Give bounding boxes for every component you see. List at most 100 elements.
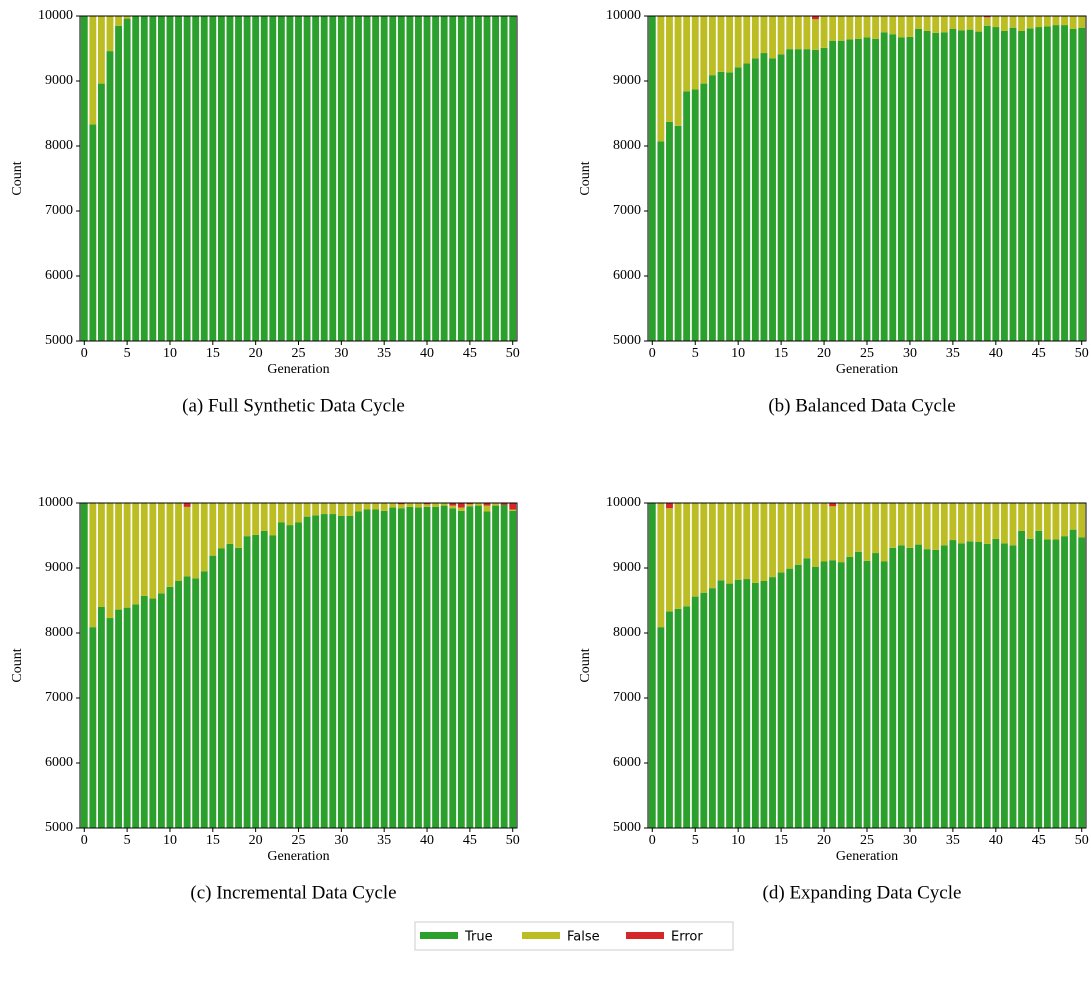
bar-segment bbox=[803, 558, 811, 828]
bar-segment bbox=[691, 596, 699, 828]
x-tick-label: 30 bbox=[903, 346, 917, 361]
x-tick-label: 50 bbox=[506, 346, 520, 361]
bar-segment bbox=[1052, 16, 1060, 26]
bar-segment bbox=[337, 16, 345, 341]
y-tick-label: 5000 bbox=[45, 820, 73, 835]
bar-segment bbox=[226, 503, 234, 544]
bar-segment bbox=[415, 16, 422, 341]
bar-segment bbox=[1009, 503, 1017, 546]
bar-segment bbox=[820, 16, 828, 48]
bar-segment bbox=[726, 583, 734, 828]
bar-segment bbox=[880, 503, 888, 562]
bar-segment bbox=[975, 503, 983, 542]
bar-segment bbox=[1035, 16, 1043, 28]
bar-segment bbox=[123, 503, 131, 608]
bar-segment bbox=[457, 507, 465, 511]
bar-segment bbox=[209, 16, 217, 341]
bar-segment bbox=[166, 503, 174, 587]
bar-segment bbox=[829, 16, 837, 41]
bar-segment bbox=[140, 595, 148, 828]
bar-segment bbox=[812, 503, 819, 567]
y-tick-label: 9000 bbox=[613, 73, 641, 88]
y-tick-label: 5000 bbox=[45, 333, 73, 348]
bar-segment bbox=[1052, 539, 1060, 828]
bar-segment bbox=[975, 31, 983, 341]
bar-segment bbox=[837, 503, 845, 563]
bar-segment bbox=[717, 71, 725, 342]
bar-segment bbox=[949, 29, 957, 341]
bar-segment bbox=[1018, 30, 1026, 341]
x-tick-label: 10 bbox=[163, 833, 177, 848]
bar-segment bbox=[666, 121, 673, 341]
bar-segment bbox=[1000, 30, 1008, 341]
bar-segment bbox=[123, 18, 131, 341]
y-tick-label: 7000 bbox=[45, 690, 73, 705]
x-axis-label: Generation bbox=[836, 849, 898, 864]
bar-segment bbox=[123, 16, 131, 19]
bar-segment bbox=[734, 579, 742, 828]
bar-segment bbox=[363, 16, 371, 341]
bar-segment bbox=[200, 503, 208, 572]
bar-segment bbox=[415, 507, 422, 828]
y-tick-label: 10000 bbox=[606, 8, 641, 23]
bar-segment bbox=[492, 505, 500, 828]
bar-segment bbox=[1026, 538, 1034, 828]
bar-segment bbox=[1035, 27, 1043, 342]
bar-segment bbox=[303, 516, 311, 828]
bar-segment bbox=[932, 503, 940, 550]
bar-segment bbox=[760, 503, 768, 581]
bar-segment bbox=[500, 16, 508, 341]
bar-segment bbox=[1052, 25, 1060, 341]
bar-segment bbox=[355, 511, 362, 828]
bar-segment bbox=[449, 16, 457, 341]
bar-segment bbox=[726, 16, 734, 73]
bar-segment bbox=[958, 30, 965, 342]
bar-segment bbox=[1009, 545, 1017, 828]
y-axis-label: Count bbox=[578, 648, 593, 682]
y-tick-label: 7000 bbox=[613, 690, 641, 705]
bar-segment bbox=[820, 503, 828, 562]
bar-segment bbox=[389, 503, 397, 508]
bar-segment bbox=[657, 141, 665, 341]
bar-segment bbox=[872, 16, 880, 39]
bar-segment bbox=[449, 505, 457, 509]
bar-segment bbox=[363, 509, 371, 828]
bar-segment bbox=[97, 607, 105, 828]
bar-segment bbox=[183, 506, 191, 577]
bar-segment bbox=[803, 16, 811, 50]
bar-segment bbox=[683, 16, 691, 92]
bar-segment bbox=[657, 627, 665, 828]
bar-segment bbox=[457, 503, 465, 508]
x-tick-label: 45 bbox=[1032, 833, 1046, 848]
bar-segment bbox=[829, 40, 837, 341]
x-tick-label: 40 bbox=[420, 833, 434, 848]
bar-segment bbox=[217, 16, 225, 341]
bar-segment bbox=[751, 503, 759, 583]
bar-segment bbox=[466, 16, 474, 341]
bar-segment bbox=[786, 568, 794, 828]
bar-segment bbox=[97, 16, 105, 84]
bar-segment bbox=[277, 16, 285, 341]
bar-segment bbox=[80, 16, 88, 341]
bar-segment bbox=[1078, 503, 1086, 538]
bar-segment bbox=[846, 503, 854, 557]
bar-segment bbox=[329, 16, 337, 341]
bar-segment bbox=[157, 593, 165, 828]
bar-segment bbox=[243, 503, 251, 537]
x-tick-label: 40 bbox=[989, 346, 1003, 361]
bar-segment bbox=[648, 503, 656, 828]
bar-segment bbox=[415, 503, 422, 508]
y-tick-label: 8000 bbox=[45, 138, 73, 153]
bar-segment bbox=[786, 503, 794, 569]
bar-segment bbox=[1069, 16, 1077, 29]
bar-segment bbox=[432, 16, 440, 341]
bar-segment bbox=[140, 503, 148, 596]
bar-segment bbox=[295, 503, 302, 523]
bar-segment bbox=[149, 503, 157, 599]
bar-segment bbox=[252, 16, 260, 341]
bar-segment bbox=[432, 503, 440, 507]
bar-segment bbox=[1078, 27, 1086, 341]
legend-swatch bbox=[420, 932, 458, 939]
bar-segment bbox=[295, 16, 302, 341]
bar-segment bbox=[1069, 29, 1077, 341]
